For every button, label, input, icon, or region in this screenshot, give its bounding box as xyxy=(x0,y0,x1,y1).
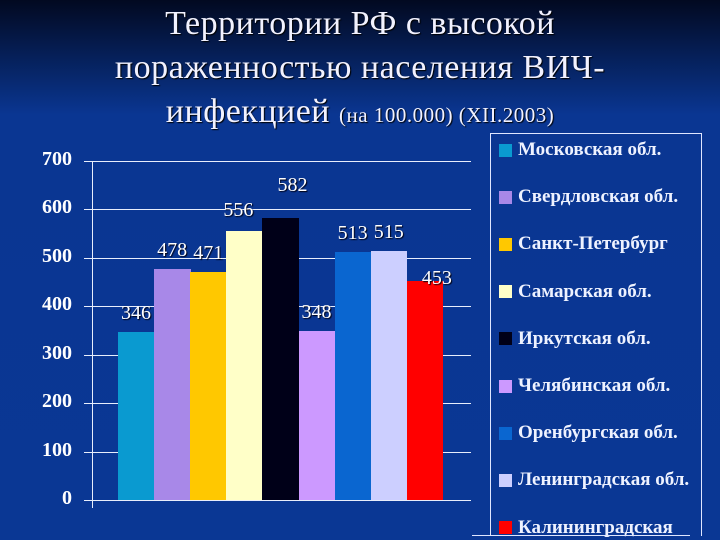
y-tick-label: 400 xyxy=(42,293,72,315)
legend-bottom-border xyxy=(472,535,690,536)
legend-label: Московская обл. xyxy=(518,139,662,160)
legend-item: Иркутская обл. xyxy=(499,327,651,351)
y-tick xyxy=(84,306,92,307)
title-line-3-main: инфекцией xyxy=(165,93,331,130)
legend-item: Санкт-Петербург xyxy=(499,232,668,256)
y-tick xyxy=(84,452,92,453)
legend-item: Самарская обл. xyxy=(499,280,652,304)
bar-5 xyxy=(262,218,299,500)
legend-label: Оренбургская обл. xyxy=(518,422,678,444)
legend-label: Самарская обл. xyxy=(518,280,652,302)
y-tick xyxy=(84,500,92,501)
legend-swatch-icon xyxy=(499,521,512,535)
bar-value-label: 556 xyxy=(223,198,254,221)
legend-item: Калининградская xyxy=(499,516,673,540)
y-tick-label: 300 xyxy=(42,342,72,364)
slide-title: Территории РФ с высокой пораженностью на… xyxy=(0,2,720,137)
legend-swatch-icon xyxy=(499,426,512,440)
legend-label: Свердловская обл. xyxy=(518,186,679,208)
y-tick xyxy=(84,355,92,356)
title-line-1: Территории РФ с высокой xyxy=(165,5,555,42)
legend-item: Ленинградская обл. xyxy=(499,468,689,492)
gridline xyxy=(92,209,471,210)
chart-legend: Московская обл. Свердловская обл. Санкт-Пе… xyxy=(490,133,702,538)
legend-label: Санкт-Петербург xyxy=(518,233,668,255)
bar-value-label: 471 xyxy=(193,241,224,264)
title-line-3-subtitle: (на 100.000) (XII.2003) xyxy=(339,103,555,127)
legend-swatch-icon xyxy=(499,237,512,251)
bar-8 xyxy=(370,250,408,500)
title-line-2: пораженностью населения ВИЧ- xyxy=(114,49,606,86)
bar-7 xyxy=(334,251,372,500)
legend-item: Оренбургская обл. xyxy=(499,421,678,445)
bar-9 xyxy=(406,280,444,500)
legend-label: Челябинская обл. xyxy=(518,375,671,396)
legend-item: Свердловская обл. xyxy=(499,185,678,209)
bar-value-label: 348 xyxy=(301,301,332,324)
legend-swatch-icon xyxy=(499,285,512,299)
legend-label: Калининградская xyxy=(518,516,673,538)
bar-value-label: 513 xyxy=(337,221,368,244)
gridline xyxy=(92,161,471,162)
y-tick-label: 500 xyxy=(42,245,72,267)
legend-swatch-icon xyxy=(499,473,512,487)
title-line-3: инфекцией (на 100.000) (XII.2003) xyxy=(0,90,720,137)
legend-swatch-icon xyxy=(499,190,512,204)
y-tick-label: 0 xyxy=(62,487,72,509)
bar-3 xyxy=(190,271,227,500)
y-axis xyxy=(92,161,93,508)
x-axis xyxy=(92,500,471,501)
bar-2 xyxy=(154,268,191,500)
bar-value-label: 515 xyxy=(373,220,404,243)
legend-swatch-icon xyxy=(499,379,512,393)
bar-1 xyxy=(118,332,155,500)
legend-label: Ленинградская обл. xyxy=(518,469,690,491)
y-tick-label: 200 xyxy=(42,390,72,412)
legend-item: Московская обл. xyxy=(499,138,661,162)
legend-swatch-icon xyxy=(499,143,512,157)
y-tick xyxy=(84,403,92,404)
y-tick-label: 600 xyxy=(42,196,72,218)
legend-swatch-icon xyxy=(499,332,512,346)
y-tick-label: 700 xyxy=(42,148,72,170)
bar-value-label: 453 xyxy=(421,266,452,289)
bar-value-label: 582 xyxy=(277,174,308,197)
legend-label: Иркутская обл. xyxy=(518,327,651,349)
bar-4 xyxy=(226,230,263,500)
legend-item: Челябинская обл. xyxy=(499,374,670,398)
y-tick xyxy=(84,258,92,259)
bar-value-label: 346 xyxy=(121,302,152,325)
y-tick xyxy=(84,209,92,210)
bar-6 xyxy=(298,331,336,500)
bar-value-label: 478 xyxy=(157,238,188,261)
y-tick-label: 100 xyxy=(42,439,72,461)
y-tick xyxy=(84,161,92,162)
